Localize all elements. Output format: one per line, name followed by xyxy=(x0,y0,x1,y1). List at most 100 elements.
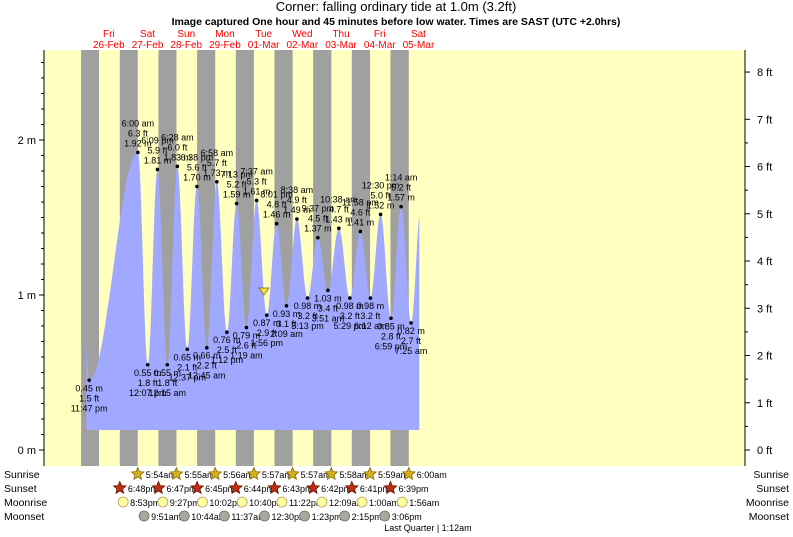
tide-point xyxy=(225,330,229,335)
sunset-time: 6:44pm xyxy=(244,484,274,494)
moonset-time: 2:15pm xyxy=(352,512,382,522)
tide-high-m: 1.61 m xyxy=(243,186,271,196)
sunrise-icon xyxy=(362,466,378,481)
tide-low-m: 0.55 m xyxy=(154,368,182,378)
moonrise-icon xyxy=(236,496,248,508)
day-labels: Fri26-FebSat27-FebSun28-FebMon29-FebTue0… xyxy=(93,29,435,51)
chart-title: Corner: falling ordinary tide at 1.0m (3… xyxy=(276,0,517,14)
tide-low-ft: 2.1 ft xyxy=(177,362,198,372)
tide-low-time: 2:09 am xyxy=(270,329,303,339)
sunset-time: 6:41pm xyxy=(360,484,390,494)
tide-high-time: 6:58 am xyxy=(201,148,234,158)
row-label-left: Sunrise xyxy=(4,469,40,481)
tide-high-ft: 5.2 ft xyxy=(227,180,248,190)
tide-high-ft: 4.9 ft xyxy=(287,195,308,205)
sunrise-time: 6:00am xyxy=(417,470,447,480)
sunset-icon xyxy=(344,480,359,495)
tide-high-m: 1.81 m xyxy=(144,155,172,165)
tide-point xyxy=(316,235,320,240)
tide-low-time: 1:12 pm xyxy=(211,355,244,365)
sunrise-icon xyxy=(246,466,262,481)
tide-low-m: 0.65 m xyxy=(173,352,201,362)
tide-low-time: 12:07 pm xyxy=(129,388,167,398)
tide-high-m: 1.57 m xyxy=(387,193,415,203)
tide-low-ft: 2.9 ft xyxy=(257,328,278,338)
row-label-right: Moonrise xyxy=(746,497,789,509)
tide-high-m: 1.46 m xyxy=(263,210,291,220)
moonrise-icon xyxy=(356,496,368,508)
right-tick-label: 8 ft xyxy=(757,67,772,79)
tide-high-m: 1.41 m xyxy=(347,217,375,227)
chart-subtitle: Image captured One hour and 45 minutes b… xyxy=(172,16,621,28)
tide-high-time: 11:58 pm xyxy=(342,197,379,207)
tide-point xyxy=(378,212,383,217)
moonset-icon xyxy=(379,510,391,522)
tide-low-m: 1.03 m xyxy=(314,293,342,303)
tide-point xyxy=(409,321,413,325)
sunset-icon xyxy=(228,480,243,495)
tide-low-time: 1:19 am xyxy=(230,351,263,361)
tide-low-ft: 2.7 ft xyxy=(401,336,422,346)
tide-point xyxy=(175,164,180,169)
right-tick-label: 4 ft xyxy=(757,256,772,268)
tide-point xyxy=(165,362,170,367)
tide-low-time: 3:13 pm xyxy=(291,321,324,331)
tide-low-ft: 3.1 ft xyxy=(276,319,297,329)
tide-high-time: 8:01 pm xyxy=(260,190,293,200)
tide-high-m: 1.49 m xyxy=(283,205,311,215)
sunrise-time: 5:55am xyxy=(184,470,214,480)
tide-high-ft: 5.3 ft xyxy=(247,176,268,186)
moonset-time: 11:37am xyxy=(231,512,265,522)
tide-high-time: 6:38 pm xyxy=(181,153,214,163)
moonset-icon xyxy=(259,510,270,522)
moon-phase-label: Last Quarter | 1:12am xyxy=(384,523,471,533)
tide-area xyxy=(86,152,420,430)
sunrise-icon xyxy=(401,466,416,481)
left-tick-label: 0 m xyxy=(18,445,36,457)
tide-low-ft: 1.5 ft xyxy=(79,393,100,403)
tide-point xyxy=(185,347,190,352)
moonset-time: 12:30pm xyxy=(271,512,306,522)
tide-point xyxy=(389,316,393,321)
tide-low-ft: 3.2 ft xyxy=(340,311,361,321)
day-name: Wed xyxy=(292,29,312,40)
tide-point xyxy=(136,150,140,155)
moonset-icon xyxy=(178,510,190,522)
moonset-icon xyxy=(218,510,230,522)
tide-point xyxy=(358,229,363,234)
axes: 0 m 1 m 2 m 0 ft 1 ft 2 ft 3 ft 4 ft 5 ft 6 ft 7 f… xyxy=(18,50,772,466)
tide-high-time: 6:28 am xyxy=(161,132,194,142)
tide-low-time: 5:29 pm xyxy=(334,321,367,331)
tide-low-m: 0.93 m xyxy=(273,309,301,319)
day-date: 02-Mar xyxy=(287,40,319,51)
moonrise-time: 1:00am xyxy=(369,498,399,508)
tide-low-ft: 2.8 ft xyxy=(381,331,402,341)
tide-point xyxy=(295,217,299,221)
moonrise-time: 12:09am xyxy=(329,498,364,508)
tide-high-m: 1.37 m xyxy=(304,224,332,234)
row-label-left: Moonrise xyxy=(4,497,47,509)
tide-point xyxy=(264,313,269,317)
moonrise-icon xyxy=(197,496,208,508)
tide-low-time: 12:15 am xyxy=(149,388,187,398)
day-name: Thu xyxy=(332,29,349,40)
tide-low-time: 12:37 pm xyxy=(168,372,206,382)
day-date: 05-Mar xyxy=(403,40,435,51)
sunset-time: 6:39pm xyxy=(398,484,428,494)
tide-point xyxy=(348,296,352,300)
tide-high-ft: 4.5 ft xyxy=(308,214,329,224)
day-name: Sun xyxy=(177,29,195,40)
tide-low-time: 6:59 pm xyxy=(375,341,408,351)
row-label-left: Sunset xyxy=(4,483,37,495)
moonset-time: 1:23pm xyxy=(312,512,342,522)
sunrise-time: 5:57am xyxy=(262,470,292,480)
right-tick-label: 1 ft xyxy=(757,398,772,410)
sunrise-icon xyxy=(324,466,339,481)
tide-point xyxy=(399,204,403,209)
tide-low-m: 0.85 m xyxy=(377,321,405,331)
day-date: 04-Mar xyxy=(364,40,396,51)
tide-low-time: 6:12 am xyxy=(354,321,387,331)
tide-low-m: 0.98 m xyxy=(336,301,364,311)
sunset-time: 6:48pm xyxy=(128,484,158,494)
tide-point xyxy=(244,325,249,330)
